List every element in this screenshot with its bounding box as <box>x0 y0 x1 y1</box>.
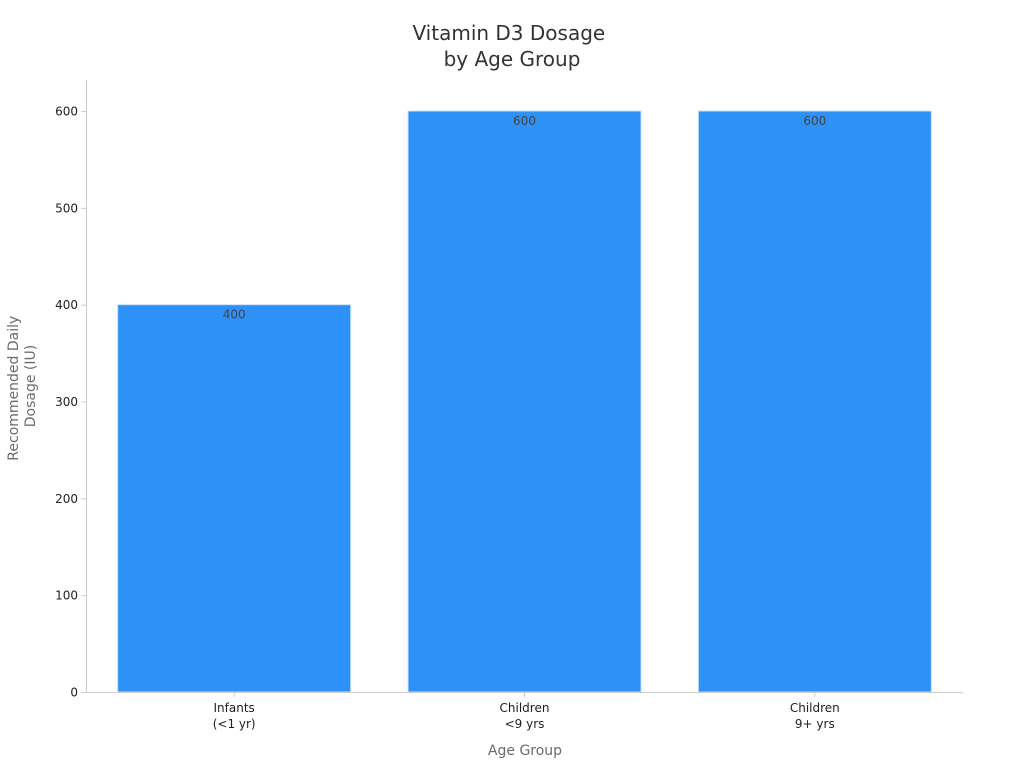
x-tick-label-line: Infants <box>214 701 255 715</box>
x-axis-ticks: Infants (<1 yr) Children <9 yrs Children 9+ y… <box>213 692 840 731</box>
bar <box>407 110 642 693</box>
chart-title-line-1: Vitamin D3 Dosage <box>412 21 605 45</box>
x-tick-label-line: Children <box>500 701 550 715</box>
bar <box>117 304 352 693</box>
y-tick-label: 100 <box>55 589 78 603</box>
y-tick-label: 400 <box>55 298 78 312</box>
bars: 400 600 600 <box>117 110 932 693</box>
x-tick-label: Children <9 yrs <box>500 701 550 731</box>
bar-value-label: 400 <box>223 308 246 322</box>
y-tick-label: 200 <box>55 492 78 506</box>
y-axis-title: Recommended Daily Dosage (IU) <box>6 311 39 460</box>
y-tick-label: 500 <box>55 201 78 215</box>
y-tick-label: 0 <box>70 686 78 700</box>
bar <box>697 110 932 693</box>
y-axis-ticks: 0 100 200 300 400 500 600 <box>55 105 86 700</box>
y-axis-title-line-1: Recommended Daily <box>6 316 22 461</box>
y-axis-title-line-2: Dosage (IU) <box>23 345 39 427</box>
x-tick-label-line: (<1 yr) <box>213 717 256 731</box>
x-tick-label-line: 9+ yrs <box>795 717 835 731</box>
x-tick-label-line: Children <box>790 701 840 715</box>
x-tick-label-line: <9 yrs <box>505 717 545 731</box>
y-tick-label: 600 <box>55 105 78 119</box>
bar-value-label: 600 <box>513 114 536 128</box>
chart-title-line-2: by Age Group <box>444 47 581 71</box>
x-tick-label: Children 9+ yrs <box>790 701 840 731</box>
x-axis-title: Age Group <box>488 743 562 759</box>
bar-value-label: 600 <box>803 114 826 128</box>
x-tick-label: Infants (<1 yr) <box>213 701 256 731</box>
chart-title: Vitamin D3 Dosage by Age Group <box>412 21 611 71</box>
y-tick-label: 300 <box>55 395 78 409</box>
